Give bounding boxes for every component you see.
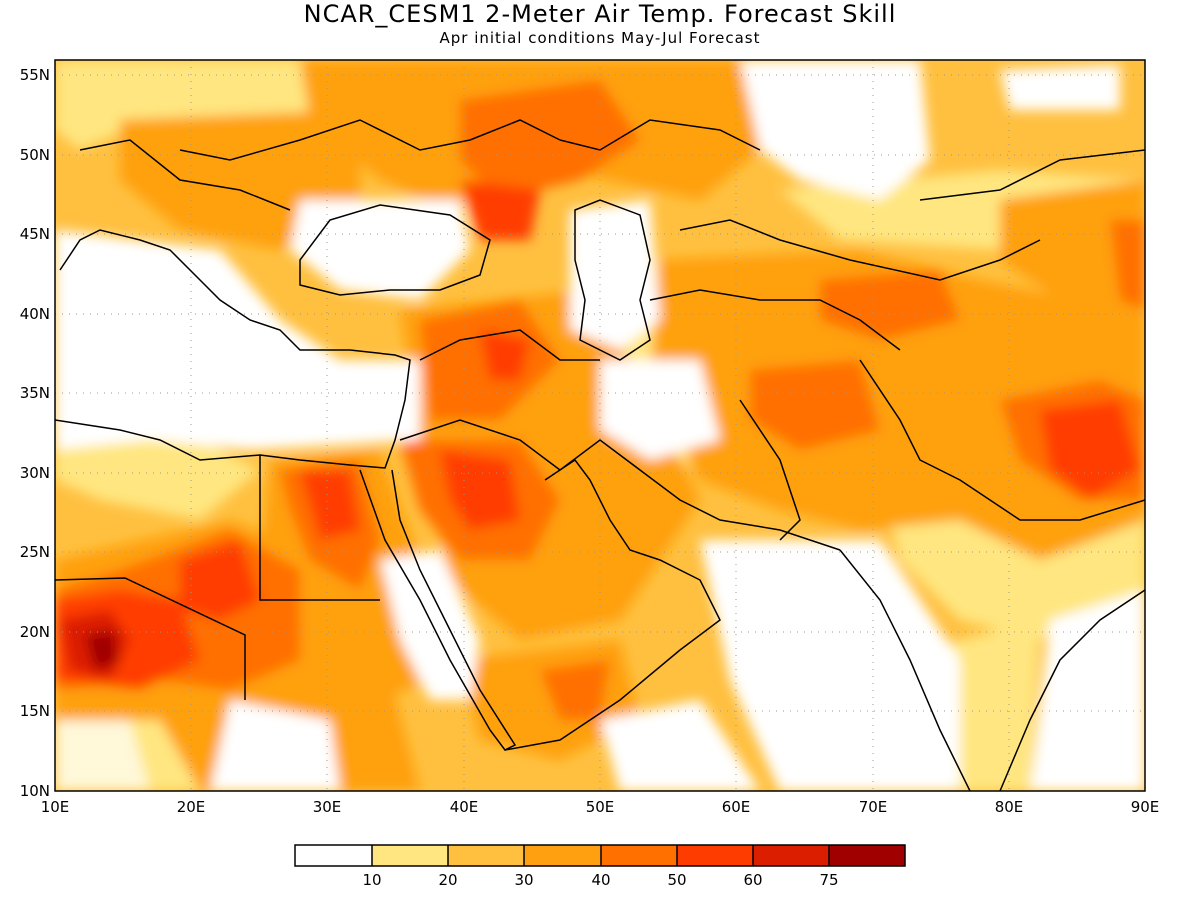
legend-swatch: [829, 845, 905, 866]
x-tick-label: 20E: [177, 798, 206, 816]
y-tick-label: 25N: [20, 543, 50, 561]
legend-swatch: [601, 845, 677, 866]
legend-swatch: [448, 845, 524, 866]
x-tick-label: 40E: [450, 798, 479, 816]
skill-field: [55, 60, 1145, 791]
legend-swatch: [753, 845, 829, 866]
map-subtitle: Apr initial conditions May-Jul Forecast: [439, 29, 761, 47]
legend-label: 50: [667, 871, 686, 889]
y-tick-label: 55N: [20, 66, 50, 84]
x-axis-ticks: 10E 20E 30E 40E 50E 60E 70E 80E 90E: [41, 798, 1160, 816]
x-tick-label: 30E: [313, 798, 342, 816]
y-tick-label: 40N: [20, 305, 50, 323]
legend-swatch: [372, 845, 448, 866]
color-legend: 10 20 30 40 50 60 75: [294, 844, 906, 889]
legend-label: 30: [514, 871, 533, 889]
legend-label: 75: [819, 871, 838, 889]
x-tick-label: 50E: [586, 798, 615, 816]
y-tick-label: 35N: [20, 384, 50, 402]
x-tick-label: 90E: [1131, 798, 1160, 816]
x-tick-label: 70E: [859, 798, 888, 816]
y-tick-label: 45N: [20, 225, 50, 243]
y-tick-label: 10N: [20, 782, 50, 800]
y-tick-label: 20N: [20, 623, 50, 641]
coastlines-and-borders: [55, 119, 1145, 791]
x-tick-label: 10E: [41, 798, 70, 816]
legend-label: 20: [438, 871, 457, 889]
y-axis-ticks: 10N 15N 20N 25N 30N 35N 40N 45N 50N 55N: [20, 66, 50, 800]
legend-label: 10: [362, 871, 381, 889]
map-title: NCAR_CESM1 2-Meter Air Temp. Forecast Sk…: [303, 0, 897, 28]
legend-swatch: [677, 845, 753, 866]
y-tick-label: 30N: [20, 464, 50, 482]
x-tick-label: 80E: [995, 798, 1024, 816]
y-tick-label: 15N: [20, 702, 50, 720]
legend-label: 40: [591, 871, 610, 889]
plot-frame: [54, 59, 1146, 792]
legend-label: 60: [743, 871, 762, 889]
lat-lon-grid: [55, 60, 1145, 791]
y-tick-label: 50N: [20, 146, 50, 164]
legend-swatch: [524, 845, 601, 866]
legend-swatch: [295, 845, 372, 866]
x-tick-label: 60E: [722, 798, 751, 816]
